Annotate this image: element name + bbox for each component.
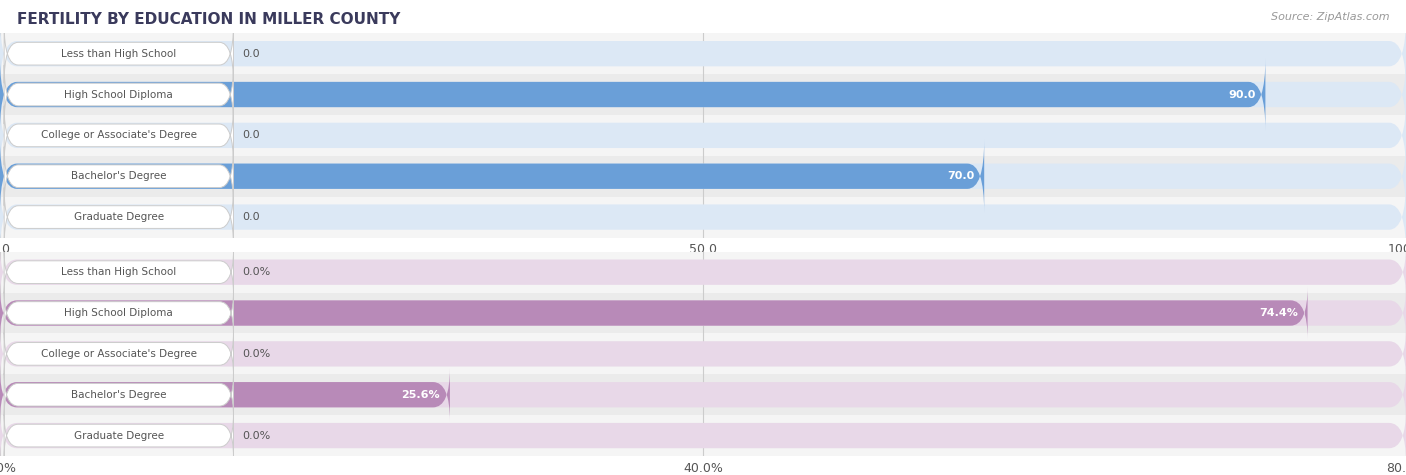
Bar (0, 115, 1406, 156)
Bar (0, 252, 1406, 293)
Text: Bachelor's Degree: Bachelor's Degree (72, 390, 166, 400)
FancyBboxPatch shape (4, 332, 233, 375)
Text: Bachelor's Degree: Bachelor's Degree (72, 171, 166, 181)
Text: Less than High School: Less than High School (62, 267, 176, 277)
Text: 0.0: 0.0 (242, 212, 260, 222)
FancyBboxPatch shape (4, 414, 233, 457)
FancyBboxPatch shape (0, 140, 1406, 213)
FancyBboxPatch shape (0, 246, 1406, 299)
FancyBboxPatch shape (4, 147, 233, 206)
FancyBboxPatch shape (4, 188, 233, 247)
Text: Less than High School: Less than High School (62, 48, 176, 59)
Text: College or Associate's Degree: College or Associate's Degree (41, 130, 197, 141)
FancyBboxPatch shape (0, 58, 1406, 131)
FancyBboxPatch shape (0, 286, 1406, 340)
FancyBboxPatch shape (0, 140, 984, 213)
Text: FERTILITY BY EDUCATION IN MILLER COUNTY: FERTILITY BY EDUCATION IN MILLER COUNTY (17, 12, 401, 27)
Bar (0, 33, 1406, 74)
FancyBboxPatch shape (0, 327, 1406, 380)
FancyBboxPatch shape (0, 409, 1406, 462)
Bar (0, 197, 1406, 238)
Text: 0.0%: 0.0% (242, 430, 270, 441)
Text: Source: ZipAtlas.com: Source: ZipAtlas.com (1271, 12, 1389, 22)
Text: 0.0: 0.0 (242, 48, 260, 59)
Bar (0, 415, 1406, 456)
FancyBboxPatch shape (4, 292, 233, 334)
Bar (0, 333, 1406, 374)
FancyBboxPatch shape (4, 65, 233, 124)
Bar (0, 74, 1406, 115)
FancyBboxPatch shape (4, 106, 233, 165)
Text: High School Diploma: High School Diploma (65, 308, 173, 318)
Bar (0, 374, 1406, 415)
Bar (0, 293, 1406, 333)
FancyBboxPatch shape (0, 286, 1308, 340)
FancyBboxPatch shape (0, 180, 1406, 254)
FancyBboxPatch shape (4, 251, 233, 294)
FancyBboxPatch shape (4, 373, 233, 416)
Text: Graduate Degree: Graduate Degree (73, 212, 165, 222)
FancyBboxPatch shape (0, 99, 1406, 172)
Text: Graduate Degree: Graduate Degree (73, 430, 165, 441)
Text: 0.0%: 0.0% (242, 267, 270, 277)
Text: High School Diploma: High School Diploma (65, 89, 173, 100)
Text: 74.4%: 74.4% (1258, 308, 1298, 318)
Text: 70.0: 70.0 (948, 171, 974, 181)
Text: 25.6%: 25.6% (402, 390, 440, 400)
Text: 90.0: 90.0 (1229, 89, 1256, 100)
FancyBboxPatch shape (0, 17, 1406, 90)
FancyBboxPatch shape (0, 58, 1265, 131)
Text: 0.0: 0.0 (242, 130, 260, 141)
FancyBboxPatch shape (4, 24, 233, 83)
Text: 0.0%: 0.0% (242, 349, 270, 359)
FancyBboxPatch shape (0, 368, 1406, 421)
FancyBboxPatch shape (0, 368, 450, 421)
Text: College or Associate's Degree: College or Associate's Degree (41, 349, 197, 359)
Bar (0, 156, 1406, 197)
